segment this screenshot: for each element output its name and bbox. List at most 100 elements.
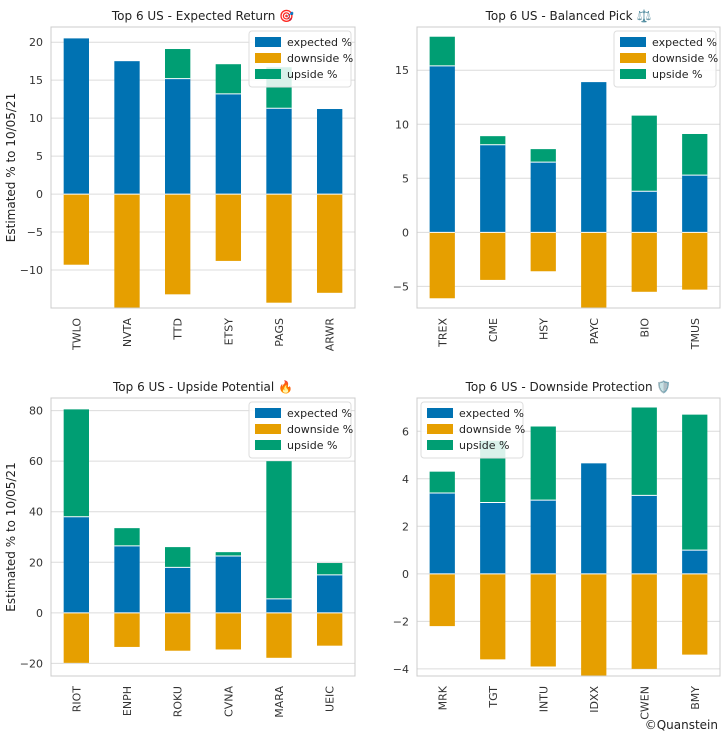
legend-label: upside % xyxy=(459,439,509,452)
bar-downside-pags xyxy=(266,194,292,303)
bar-expected-roku xyxy=(165,567,191,613)
y-tick-label: 5 xyxy=(36,150,43,163)
bar-upside-ueic xyxy=(317,563,343,575)
chart-panel-2: −5 0 5 10 15 TREX CME HSY PAYC BIO TMUS Top 6 US - … xyxy=(393,9,721,350)
bar-downside-intu xyxy=(530,573,556,667)
legend-swatch xyxy=(620,53,646,63)
bar-expected-tgt xyxy=(480,502,506,574)
legend-swatch xyxy=(427,408,453,418)
bar-expected-payc xyxy=(581,82,607,233)
x-tick-label: MRK xyxy=(436,685,449,710)
bar-downside-hsy xyxy=(530,232,556,272)
bar-downside-cvna xyxy=(215,612,241,650)
bar-downside-nvta xyxy=(114,194,140,308)
x-tick-label: TGT xyxy=(487,686,500,709)
bar-expected-nvta xyxy=(114,61,140,195)
bar-downside-cme xyxy=(480,232,506,280)
legend: expected % downside % upside % xyxy=(420,401,525,459)
bar-expected-twlo xyxy=(63,38,89,195)
bar-downside-etsy xyxy=(215,194,241,261)
legend-label: expected % xyxy=(652,36,717,49)
bar-downside-tgt xyxy=(480,573,506,660)
y-tick-label: 15 xyxy=(395,64,409,77)
bar-expected-bmy xyxy=(682,550,708,574)
legend-label: downside % xyxy=(287,423,353,436)
legend-swatch xyxy=(620,69,646,79)
x-tick-label: CWEN xyxy=(638,686,651,720)
y-tick-label: 6 xyxy=(402,425,409,438)
bar-downside-mrk xyxy=(429,573,455,627)
y-tick-label: 0 xyxy=(36,188,43,201)
bar-upside-cme xyxy=(480,136,506,145)
y-tick-label: 2 xyxy=(402,520,409,533)
bar-expected-mrk xyxy=(429,493,455,574)
bar-expected-intu xyxy=(530,500,556,574)
bar-downside-twlo xyxy=(63,194,89,265)
y-tick-label: 10 xyxy=(395,118,409,131)
x-tick-label: ENPH xyxy=(121,686,134,716)
bar-expected-pags xyxy=(266,108,292,195)
legend-swatch xyxy=(255,408,281,418)
x-tick-label: TREX xyxy=(436,318,449,348)
bar-expected-cvna xyxy=(215,555,241,613)
legend: expected % downside % upside % xyxy=(613,30,718,88)
bar-upside-tmus xyxy=(682,133,708,176)
y-axis-label: Estimated % to 10/05/21 xyxy=(4,93,18,242)
bar-upside-trex xyxy=(429,36,455,66)
bar-downside-arwr xyxy=(317,194,343,293)
bar-expected-tmus xyxy=(682,175,708,233)
axes-frame xyxy=(416,26,721,309)
x-tick-label: INTU xyxy=(537,686,550,712)
bar-upside-cwen xyxy=(631,407,657,496)
bar-downside-ttd xyxy=(165,194,191,295)
legend-label: upside % xyxy=(287,439,337,452)
y-tick-label: 80 xyxy=(29,405,43,418)
bar-expected-mara xyxy=(266,598,292,613)
y-tick-label: 10 xyxy=(29,112,43,125)
bar-downside-idxx xyxy=(581,573,607,676)
bar-upside-bio xyxy=(631,115,657,192)
x-tick-label: RIOT xyxy=(70,686,83,713)
x-tick-label: CME xyxy=(487,318,500,342)
y-tick-label: −4 xyxy=(393,663,409,676)
bar-expected-bio xyxy=(631,191,657,233)
legend-swatch xyxy=(255,37,281,47)
y-tick-label: −5 xyxy=(27,226,43,239)
y-tick-label: −5 xyxy=(393,280,409,293)
y-tick-label: 15 xyxy=(29,74,43,87)
bar-upside-hsy xyxy=(530,149,556,163)
y-tick-label: 20 xyxy=(29,36,43,49)
bar-upside-bmy xyxy=(682,414,708,551)
y-tick-label: 60 xyxy=(29,455,43,468)
legend-swatch xyxy=(427,440,453,450)
y-tick-label: 0 xyxy=(402,226,409,239)
legend: expected % downside % upside % xyxy=(248,401,353,459)
y-axis-label: Estimated % to 10/05/21 xyxy=(4,462,18,611)
y-tick-label: −20 xyxy=(20,657,43,670)
chart-title: Top 6 US - Downside Protection 🛡️ xyxy=(465,380,672,394)
y-tick-label: 0 xyxy=(402,568,409,581)
chart-title: Top 6 US - Expected Return 🎯 xyxy=(111,9,294,23)
bar-expected-ueic xyxy=(317,574,343,613)
axes-frame xyxy=(50,397,356,677)
x-tick-label: MARA xyxy=(273,686,286,718)
x-tick-label: ROKU xyxy=(172,686,185,717)
bar-downside-enph xyxy=(114,612,140,647)
legend-label: downside % xyxy=(287,52,353,65)
bar-downside-roku xyxy=(165,612,191,651)
bar-expected-trex xyxy=(429,65,455,233)
chart-title: Top 6 US - Upside Potential 🔥 xyxy=(112,380,293,394)
bar-downside-tmus xyxy=(682,232,708,290)
bar-upside-etsy xyxy=(215,64,241,94)
bar-expected-cwen xyxy=(631,495,657,574)
y-tick-label: 20 xyxy=(29,556,43,569)
x-tick-label: UEIC xyxy=(324,686,337,712)
y-tick-label: 0 xyxy=(36,607,43,620)
bar-expected-hsy xyxy=(530,162,556,233)
bar-expected-enph xyxy=(114,545,140,613)
bar-expected-cme xyxy=(480,144,506,233)
x-tick-label: BMY xyxy=(689,686,702,710)
x-tick-label: CVNA xyxy=(222,686,235,717)
legend-swatch xyxy=(255,440,281,450)
y-tick-label: 4 xyxy=(402,473,409,486)
